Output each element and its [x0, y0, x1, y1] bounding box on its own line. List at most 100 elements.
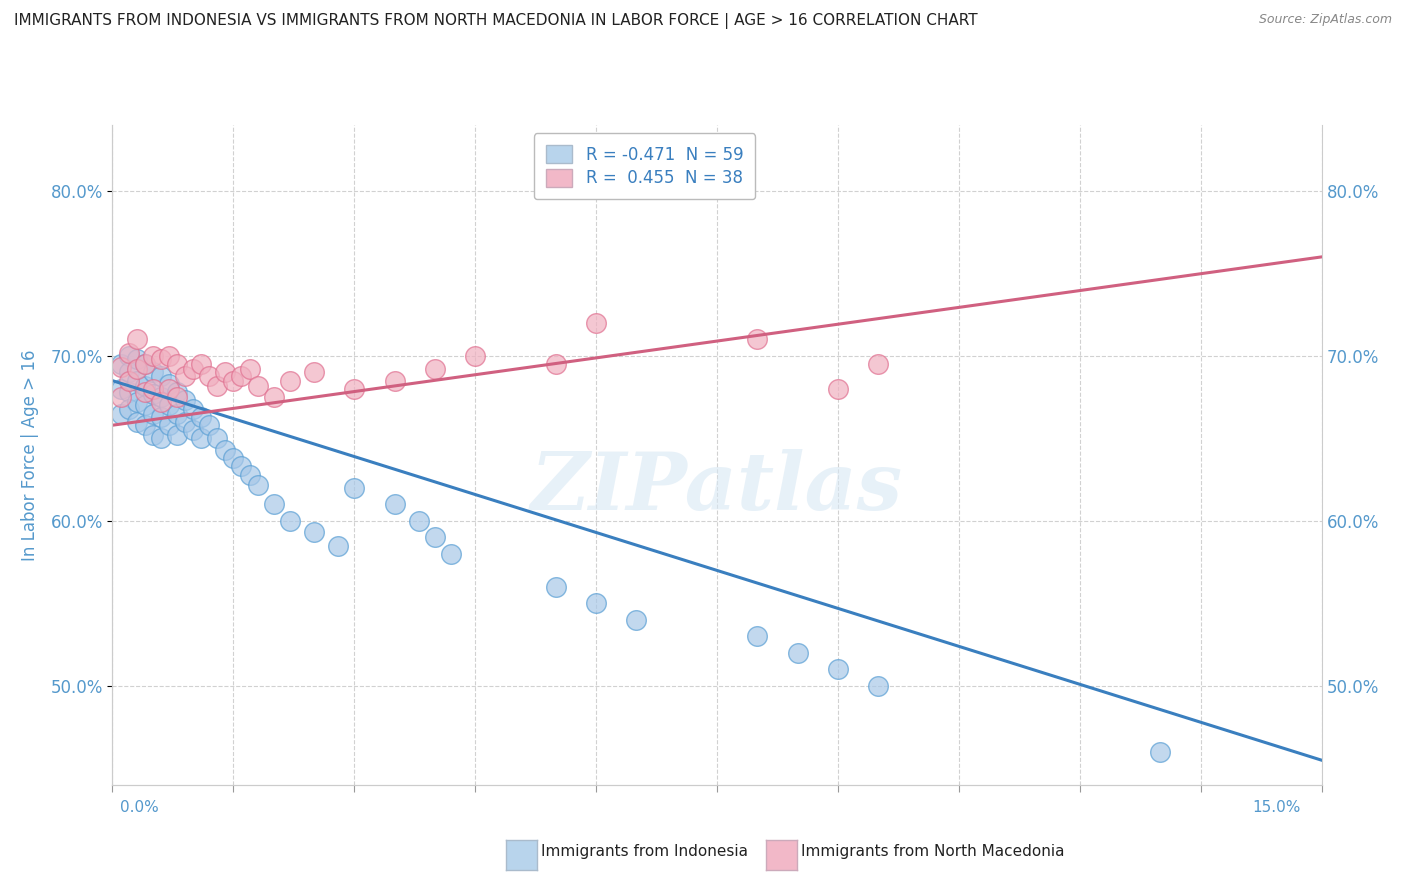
Text: 0.0%: 0.0% — [120, 800, 159, 814]
Point — [263, 498, 285, 512]
Point — [246, 378, 269, 392]
Point — [117, 385, 139, 400]
Point — [198, 418, 221, 433]
Point — [302, 366, 325, 380]
Point — [238, 362, 260, 376]
Point — [149, 368, 172, 383]
Point — [827, 382, 849, 396]
Point — [190, 409, 212, 424]
Point — [302, 525, 325, 540]
Point — [868, 357, 890, 371]
Point — [198, 368, 221, 383]
Point — [110, 382, 132, 396]
Point — [343, 382, 366, 396]
Point — [238, 467, 260, 482]
Point — [214, 366, 236, 380]
Point — [278, 374, 301, 388]
Point — [149, 432, 172, 446]
Point — [207, 432, 229, 446]
Point — [181, 362, 204, 376]
Text: Immigrants from Indonesia: Immigrants from Indonesia — [541, 845, 748, 859]
Point — [166, 385, 188, 400]
Point — [246, 477, 269, 491]
Point — [149, 352, 172, 367]
Point — [142, 349, 165, 363]
Point — [174, 415, 197, 429]
Point — [190, 432, 212, 446]
Point — [190, 357, 212, 371]
Point — [166, 357, 188, 371]
Point — [110, 390, 132, 404]
Point — [747, 630, 769, 644]
Text: IMMIGRANTS FROM INDONESIA VS IMMIGRANTS FROM NORTH MACEDONIA IN LABOR FORCE | AG: IMMIGRANTS FROM INDONESIA VS IMMIGRANTS … — [14, 13, 977, 29]
Point — [747, 333, 769, 347]
Point — [142, 407, 165, 421]
Point — [157, 418, 180, 433]
Point — [134, 357, 156, 371]
Point — [125, 352, 148, 367]
Point — [166, 428, 188, 442]
Point — [149, 390, 172, 404]
Point — [134, 418, 156, 433]
Point — [110, 407, 132, 421]
Point — [868, 679, 890, 693]
Point — [149, 395, 172, 409]
Text: 15.0%: 15.0% — [1253, 800, 1301, 814]
Text: Source: ZipAtlas.com: Source: ZipAtlas.com — [1258, 13, 1392, 27]
Point — [328, 539, 350, 553]
Point — [384, 498, 406, 512]
Point — [134, 385, 156, 400]
Point — [222, 374, 245, 388]
Point — [134, 357, 156, 371]
Text: Immigrants from North Macedonia: Immigrants from North Macedonia — [801, 845, 1064, 859]
Point — [142, 428, 165, 442]
Point — [585, 596, 607, 610]
Point — [142, 366, 165, 380]
Point — [134, 399, 156, 413]
Point — [222, 451, 245, 466]
Point — [263, 390, 285, 404]
Point — [544, 357, 567, 371]
Point — [134, 378, 156, 392]
Point — [181, 401, 204, 416]
Point — [464, 349, 486, 363]
Point — [117, 374, 139, 388]
Point — [166, 407, 188, 421]
Point — [117, 349, 139, 363]
Point — [157, 376, 180, 391]
Point — [174, 368, 197, 383]
Point — [117, 366, 139, 380]
Point — [1149, 745, 1171, 759]
Point — [157, 382, 180, 396]
Point — [231, 368, 253, 383]
Point — [626, 613, 648, 627]
Point — [384, 374, 406, 388]
Point — [125, 362, 148, 376]
Point — [117, 401, 139, 416]
Point — [408, 514, 430, 528]
Point — [214, 442, 236, 457]
Point — [423, 531, 446, 545]
Text: ZIPatlas: ZIPatlas — [531, 450, 903, 526]
Point — [166, 390, 188, 404]
Point — [544, 580, 567, 594]
Point — [174, 393, 197, 408]
Point — [440, 547, 463, 561]
Point — [110, 360, 132, 375]
Point — [117, 345, 139, 359]
Point — [125, 374, 148, 388]
Point — [125, 333, 148, 347]
Point — [181, 423, 204, 437]
Point — [786, 646, 808, 660]
Point — [278, 514, 301, 528]
Point — [110, 357, 132, 371]
Point — [142, 387, 165, 401]
Point — [149, 409, 172, 424]
Point — [343, 481, 366, 495]
Point — [157, 399, 180, 413]
Point — [423, 362, 446, 376]
Point — [231, 459, 253, 474]
Point — [125, 395, 148, 409]
Point — [125, 415, 148, 429]
Y-axis label: In Labor Force | Age > 16: In Labor Force | Age > 16 — [21, 349, 39, 561]
